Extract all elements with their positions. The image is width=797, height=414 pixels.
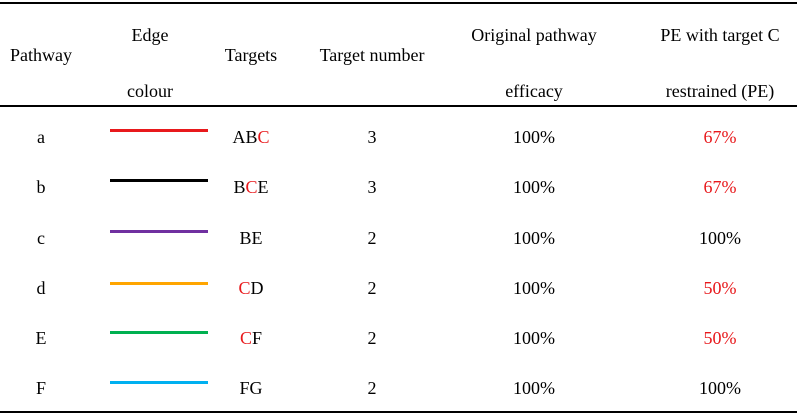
pe-cell: 50%	[703, 328, 737, 348]
edge-colour-swatch	[110, 282, 208, 285]
efficacy-cell: 100%	[513, 127, 555, 147]
pathway-cell: F	[35, 378, 47, 398]
targets-text: E	[257, 177, 269, 197]
targets-text: AB	[232, 127, 258, 147]
target-number-cell: 2	[367, 328, 377, 348]
target-c-highlight: C	[239, 328, 252, 348]
edge-colour-swatch	[110, 129, 208, 132]
target-c-highlight: C	[245, 177, 258, 197]
header-edge-colour-line1: Edge	[131, 25, 169, 45]
pathway-cell: d	[36, 278, 46, 298]
header-efficacy-line1: Original pathway	[471, 25, 597, 45]
bottom-rule	[0, 411, 797, 413]
efficacy-cell: 100%	[513, 228, 555, 248]
header-rule	[0, 105, 797, 107]
target-number-cell: 2	[367, 228, 377, 248]
header-target-number: Target number	[319, 45, 425, 65]
target-c-highlight: C	[257, 127, 270, 147]
efficacy-cell: 100%	[513, 177, 555, 197]
pathway-cell: E	[35, 328, 47, 348]
efficacy-cell: 100%	[513, 278, 555, 298]
targets-text: FG	[239, 378, 263, 398]
edge-colour-swatch	[110, 381, 208, 384]
target-number-cell: 2	[367, 378, 377, 398]
header-targets: Targets	[224, 45, 278, 65]
pathway-cell: b	[36, 177, 46, 197]
header-pe-line2: restrained (PE)	[665, 81, 775, 101]
pe-cell: 100%	[699, 228, 741, 248]
targets-cell: ABC	[232, 127, 269, 147]
header-edge-colour-line2: colour	[127, 81, 173, 101]
edge-colour-swatch	[110, 331, 208, 334]
targets-cell: CD	[238, 278, 263, 298]
pe-cell: 100%	[699, 378, 741, 398]
targets-text: F	[252, 328, 263, 348]
target-c-highlight: C	[238, 278, 251, 298]
pe-cell: 67%	[703, 127, 737, 147]
targets-text: BE	[239, 228, 263, 248]
header-pe-line1: PE with target C	[660, 25, 780, 45]
targets-cell: BE	[239, 228, 262, 248]
header-pathway: Pathway	[10, 45, 72, 65]
targets-cell: BCE	[233, 177, 268, 197]
target-number-cell: 2	[367, 278, 377, 298]
targets-text: D	[250, 278, 264, 298]
top-rule	[0, 2, 797, 4]
pe-cell: 67%	[703, 177, 737, 197]
targets-cell: FG	[239, 378, 262, 398]
targets-text: B	[233, 177, 246, 197]
header-efficacy-line2: efficacy	[505, 81, 563, 101]
targets-cell: CF	[240, 328, 262, 348]
pathway-cell: c	[37, 228, 45, 248]
efficacy-cell: 100%	[513, 328, 555, 348]
pathway-cell: a	[37, 127, 45, 147]
edge-colour-swatch	[110, 179, 208, 182]
efficacy-cell: 100%	[513, 378, 555, 398]
edge-colour-swatch	[110, 230, 208, 233]
target-number-cell: 3	[367, 127, 377, 147]
pe-cell: 50%	[703, 278, 737, 298]
target-number-cell: 3	[367, 177, 377, 197]
